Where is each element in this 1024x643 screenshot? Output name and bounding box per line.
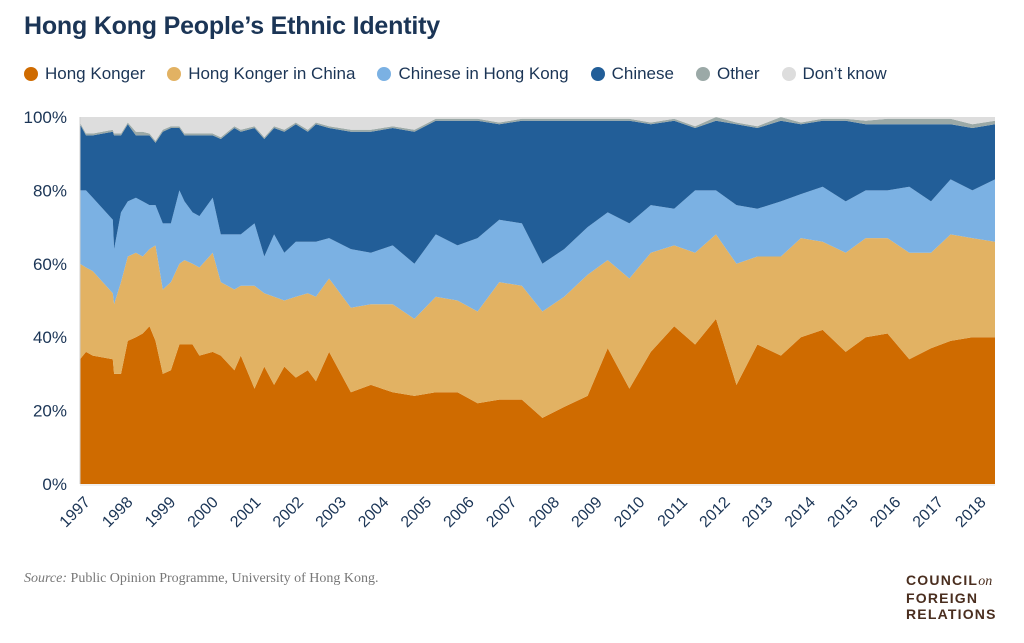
x-tick-label: 2000 [185,494,222,531]
x-tick-label: 2007 [483,494,520,531]
source-note: Source: Public Opinion Programme, Univer… [24,571,379,587]
y-tick-label: 80% [33,181,67,200]
area-other [80,117,995,143]
area-don-t-know [80,117,995,141]
legend-swatch [695,67,710,81]
x-tick-label: 2015 [825,494,862,531]
area-chinese-in-hong-kong [80,179,995,319]
y-tick-label: 40% [33,328,67,347]
x-tick-label: 1998 [99,494,136,531]
x-tick-label: 2005 [398,494,435,531]
logo-line: COUNCIL [906,572,979,588]
x-tick-label: 2011 [655,494,691,530]
area-hong-konger-in-china [80,234,995,418]
legend-item-hong-konger-in-china: Hong Konger in China [167,64,355,84]
cfr-logo: COUNCILon FOREIGN RELATIONS [906,572,997,622]
legend-swatch [24,67,38,81]
y-tick-label: 60% [33,255,67,274]
legend-swatch [377,67,392,81]
legend-label: Chinese [611,64,674,83]
source-label: Source: [24,571,68,586]
legend-item-chinese: Chinese [590,64,674,84]
x-tick-label: 2012 [697,494,734,531]
x-tick-label: 2001 [227,494,264,531]
legend-label: Hong Konger in China [188,64,356,83]
x-tick-label: 2010 [611,494,648,531]
x-tick-label: 2003 [313,494,350,531]
area-chinese [80,120,995,264]
legend-item-chinese-in-hong-kong: Chinese in Hong Kong [377,64,569,84]
logo-line: RELATIONS [906,606,997,622]
legend-swatch [590,67,605,81]
area-hong-konger [80,318,995,484]
legend-swatch [781,67,796,81]
legend: Hong Konger Hong Konger in China Chinese… [24,64,887,84]
chart-title: Hong Kong People’s Ethnic Identity [24,12,440,40]
y-tick-label: 100% [24,108,67,127]
legend-item-other: Other [695,64,760,84]
logo-line: on [978,574,993,589]
logo-line: FOREIGN [906,590,979,606]
legend-label: Chinese in Hong Kong [398,64,569,83]
x-tick-label: 2018 [952,494,989,531]
x-tick-label: 1999 [142,494,179,531]
x-tick-label: 2004 [355,494,392,531]
x-tick-label: 2002 [270,494,307,531]
legend-label: Don’t know [802,64,887,83]
x-tick-label: 2017 [910,494,947,531]
source-text: Public Opinion Programme, University of … [67,571,379,586]
x-tick-label: 2006 [441,494,478,531]
legend-item-hong-konger: Hong Konger [24,64,145,84]
x-tick-label: 2016 [867,494,904,531]
y-tick-label: 0% [42,475,67,494]
x-tick-label: 2008 [526,494,563,531]
legend-swatch [167,67,182,81]
x-tick-label: 2009 [569,494,606,531]
x-tick-label: 1997 [57,494,94,531]
legend-item-dont-know: Don’t know [781,64,887,84]
legend-label: Other [716,64,760,83]
legend-label: Hong Konger [45,64,146,83]
x-tick-label: 2014 [782,494,819,531]
x-tick-label: 2013 [739,494,776,531]
y-tick-label: 20% [33,402,67,421]
